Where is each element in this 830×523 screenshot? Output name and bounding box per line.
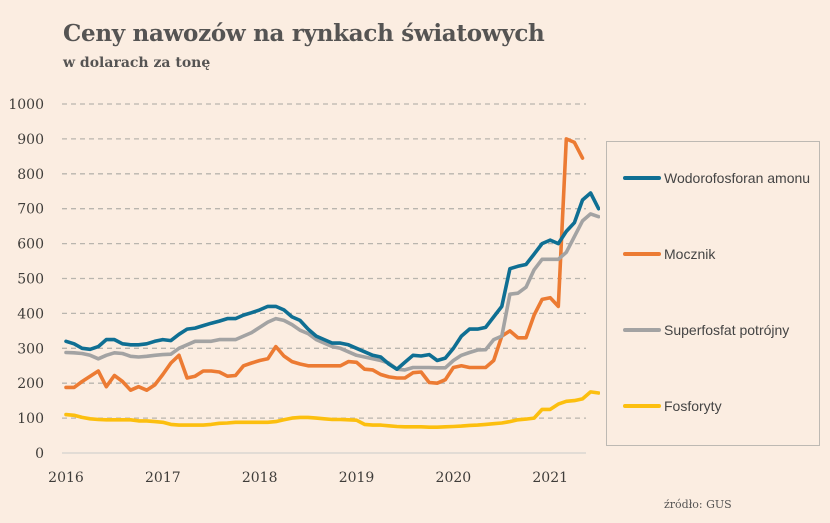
legend-swatch-fosforyty bbox=[623, 404, 661, 408]
x-axis-ticks: 2016 2017 2018 2019 2020 2021 bbox=[48, 470, 568, 486]
legend-label: Mocznik bbox=[664, 246, 716, 262]
y-tick-label: 300 bbox=[17, 341, 44, 357]
x-tick-label: 2021 bbox=[532, 470, 568, 486]
y-tick-label: 800 bbox=[17, 167, 44, 183]
legend-label: Fosforyty bbox=[664, 398, 722, 414]
series-line-wodorofosforan-amonu bbox=[64, 191, 600, 372]
chart-subtitle: w dolarach za tonę bbox=[63, 55, 211, 71]
series-line-mocznik bbox=[64, 137, 585, 393]
legend-item-fosforyty: Fosforyty bbox=[623, 398, 722, 414]
y-tick-label: 900 bbox=[17, 132, 44, 148]
legend: Wodorofosforan amonu Mocznik Superfosfat… bbox=[606, 141, 820, 446]
gridlines bbox=[62, 103, 586, 454]
x-tick-label: 2017 bbox=[145, 470, 181, 486]
legend-swatch-wodorofosforan bbox=[623, 176, 661, 180]
y-tick-label: 400 bbox=[17, 306, 44, 322]
legend-item-mocznik: Mocznik bbox=[623, 246, 715, 262]
legend-label: Superfosfat potrójny bbox=[664, 322, 790, 338]
chart-title: Ceny nawozów na rynkach światowych bbox=[63, 20, 545, 47]
legend-item-wodorofosforan: Wodorofosforan amonu bbox=[623, 170, 810, 186]
legend-label: Wodorofosforan amonu bbox=[664, 170, 811, 186]
source-note: źródło: GUS bbox=[664, 498, 732, 511]
y-tick-label: 700 bbox=[17, 202, 44, 218]
legend-swatch-superfosfat bbox=[623, 328, 661, 332]
series-lines bbox=[64, 137, 600, 430]
y-tick-label: 100 bbox=[17, 411, 44, 427]
legend-swatch-mocznik bbox=[623, 252, 661, 256]
x-tick-label: 2016 bbox=[48, 470, 84, 486]
series-line-superfosfat-potr-jny bbox=[64, 212, 600, 372]
y-tick-label: 0 bbox=[35, 446, 44, 462]
x-tick-label: 2018 bbox=[242, 470, 278, 486]
y-axis-ticks: 0 100 200 300 400 500 600 700 800 900 1000 bbox=[8, 97, 44, 462]
y-tick-label: 200 bbox=[17, 376, 44, 392]
y-tick-label: 500 bbox=[17, 272, 44, 288]
y-tick-label: 1000 bbox=[8, 97, 44, 113]
x-tick-label: 2019 bbox=[339, 470, 375, 486]
y-tick-label: 600 bbox=[17, 237, 44, 253]
x-tick-label: 2020 bbox=[436, 470, 472, 486]
series-line-fosforyty bbox=[64, 390, 600, 430]
legend-item-superfosfat: Superfosfat potrójny bbox=[623, 322, 789, 338]
